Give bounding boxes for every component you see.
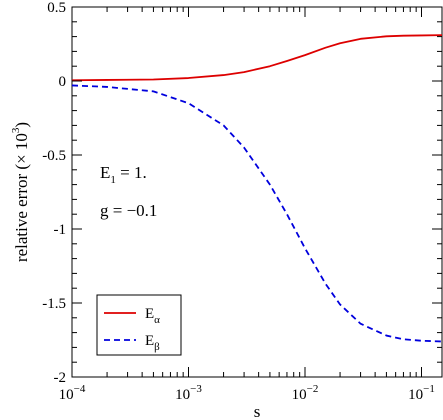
y-tick-label: 0 bbox=[59, 74, 67, 90]
y-tick-label: -0.5 bbox=[42, 148, 66, 164]
x-axis-ticks: 10−4 10−3 10−2 10−1 bbox=[59, 7, 435, 403]
annotation-g: g = −0.1 bbox=[100, 201, 157, 220]
x-tick-label: 10−1 bbox=[408, 383, 435, 403]
annotation-e1: E1 = 1. bbox=[100, 163, 147, 186]
y-axis-title-main: relative error ( bbox=[12, 164, 31, 262]
series-layer bbox=[71, 34, 443, 343]
x-tick-label: 10−2 bbox=[292, 383, 319, 403]
x-axis-title: s bbox=[254, 402, 261, 420]
x-tick-label: 10−4 bbox=[59, 383, 86, 403]
y-axis-title: relative error (× 103) bbox=[10, 122, 31, 262]
legend-box bbox=[96, 294, 182, 356]
legend-label-alpha: Eα bbox=[145, 306, 160, 326]
y-tick-label: -2 bbox=[54, 370, 67, 386]
annotations: E1 = 1. g = −0.1 bbox=[100, 163, 157, 220]
series-line-0 bbox=[71, 34, 443, 82]
plot-area: 0.5 0 -0.5 -1 -1.5 -2 10−4 10−3 10−2 10−1 bbox=[42, 0, 443, 403]
y-axis-title-close: ) bbox=[12, 122, 31, 128]
y-axis-title-times: × 10 bbox=[12, 133, 31, 164]
x-tick-label: 10−3 bbox=[175, 383, 202, 403]
y-axis-title-exp: 3 bbox=[10, 127, 22, 133]
y-tick-label: 0.5 bbox=[47, 0, 66, 16]
legend: Eα Eβ bbox=[96, 294, 182, 356]
legend-label-beta: Eβ bbox=[145, 333, 160, 353]
y-axis-ticks: 0.5 0 -0.5 -1 -1.5 -2 bbox=[42, 0, 442, 386]
y-tick-label: -1.5 bbox=[42, 296, 66, 312]
y-tick-label: -1 bbox=[54, 222, 67, 238]
plot-frame bbox=[71, 6, 443, 378]
series-line-1 bbox=[71, 84, 443, 343]
